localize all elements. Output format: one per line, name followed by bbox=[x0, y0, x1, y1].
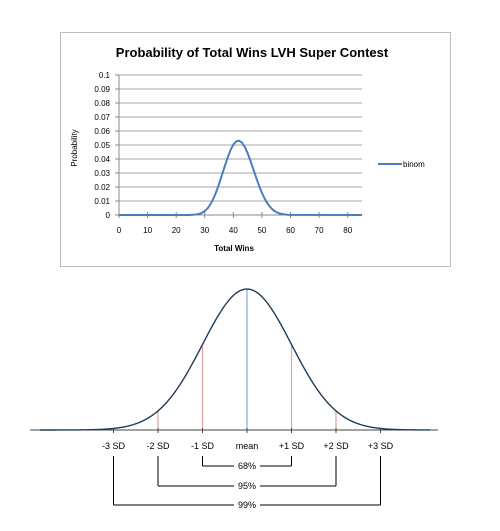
top-chart-title: Probability of Total Wins LVH Super Cont… bbox=[116, 45, 389, 60]
sd-axis-label: -2 SD bbox=[146, 441, 170, 451]
percent-label: 99% bbox=[238, 500, 256, 510]
bottom-chart-plot: -3 SD -2 SD -1 SD mean +1 SD +2 SD +3 SD 68% 95%… bbox=[30, 288, 438, 510]
top-chart-ylabel: Probability bbox=[70, 129, 79, 166]
top-y-tick-label: 0.05 bbox=[94, 141, 110, 150]
top-x-tick-label: 80 bbox=[343, 226, 352, 235]
top-chart-plot: 0 0.01 0.02 0.03 0.04 0.05 0.06 0.07 0.08 0.09 0.1… bbox=[94, 71, 363, 235]
top-y-tick-label: 0.06 bbox=[94, 127, 110, 136]
sd-axis-label: mean bbox=[236, 441, 259, 451]
percent-bracket bbox=[202, 456, 292, 467]
top-x-tick-label: 30 bbox=[200, 226, 209, 235]
top-x-tick-label: 0 bbox=[117, 226, 122, 235]
top-x-tick-label: 50 bbox=[257, 226, 266, 235]
percent-bracket bbox=[113, 456, 381, 506]
series-line-binom bbox=[119, 139, 363, 216]
top-y-tick-label: 0.07 bbox=[94, 113, 110, 122]
sd-axis-label: +1 SD bbox=[279, 441, 305, 451]
top-y-tick-label: 0.02 bbox=[94, 183, 110, 192]
top-x-tick-label: 60 bbox=[286, 226, 295, 235]
top-x-tick-label: 10 bbox=[143, 226, 152, 235]
top-x-tick-label: 20 bbox=[172, 226, 181, 235]
sd-axis-label: -1 SD bbox=[191, 441, 215, 451]
normal-curve bbox=[40, 288, 431, 431]
top-y-tick-label: 0.09 bbox=[94, 85, 110, 94]
percent-label: 68% bbox=[238, 461, 256, 471]
top-y-tick-label: 0.04 bbox=[94, 155, 110, 164]
top-x-tick-label: 70 bbox=[315, 226, 324, 235]
percent-bracket bbox=[157, 456, 337, 487]
top-y-tick-label: 0.08 bbox=[94, 99, 110, 108]
top-chart-frame bbox=[60, 32, 451, 267]
top-chart-xlabel: Total Wins bbox=[214, 244, 254, 253]
top-y-tick-label: 0.1 bbox=[99, 71, 111, 80]
percent-label: 95% bbox=[238, 481, 256, 491]
sd-axis-label: +2 SD bbox=[323, 441, 349, 451]
sd-axis-label: -3 SD bbox=[102, 441, 126, 451]
top-y-tick-label: 0 bbox=[106, 211, 111, 220]
top-y-tick-label: 0.03 bbox=[94, 169, 110, 178]
sd-axis-label: +3 SD bbox=[368, 441, 394, 451]
top-x-tick-label: 40 bbox=[229, 226, 238, 235]
legend-label-binom: binom bbox=[403, 160, 425, 169]
top-y-tick-label: 0.01 bbox=[94, 197, 110, 206]
